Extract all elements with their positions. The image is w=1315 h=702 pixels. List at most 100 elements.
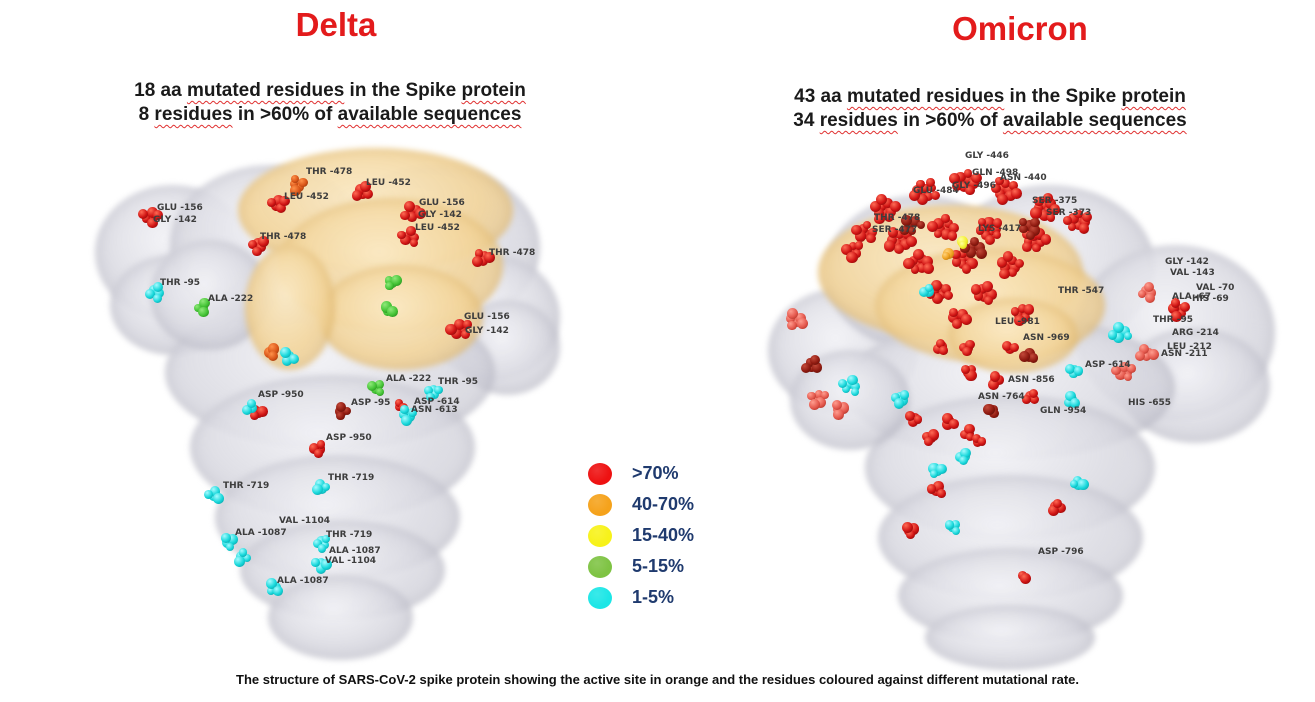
- residue-sphere-red: [1014, 259, 1024, 269]
- residue-sphere-lightred: [1120, 366, 1132, 378]
- residue-sphere-red: [924, 191, 934, 201]
- residue-label: ASP -614: [414, 397, 460, 407]
- residue-sphere-red: [882, 197, 893, 209]
- residue-sphere-red: [1043, 193, 1053, 204]
- residue-sphere-red: [314, 443, 326, 455]
- residue-sphere-red: [1170, 298, 1181, 308]
- subtitle-word-wavy: residues: [154, 104, 233, 125]
- residue-sphere-red: [1046, 213, 1056, 222]
- residue-sphere-lightred: [807, 391, 816, 401]
- residue-label: ASN -613: [411, 405, 458, 415]
- residue-sphere-red: [846, 251, 858, 264]
- residue-sphere-red: [1068, 213, 1079, 224]
- residue-sphere-red: [927, 221, 939, 233]
- residue-sphere-red: [1175, 303, 1184, 313]
- residue-sphere-cyan: [204, 489, 214, 499]
- residue-sphere-red: [1078, 223, 1090, 234]
- residue-sphere-cyan: [423, 386, 434, 396]
- subtitle-word: 43 aa: [794, 86, 847, 107]
- residue-sphere-red: [983, 217, 995, 229]
- residue-sphere-red: [1010, 307, 1020, 316]
- residue-sphere-red: [363, 189, 374, 200]
- residue-sphere-lightred: [1119, 361, 1131, 373]
- residue-label: ASP -614: [1085, 360, 1131, 370]
- residue-sphere-cyan: [1123, 331, 1133, 341]
- residue-sphere-red: [903, 258, 915, 270]
- residue-sphere-cyan: [288, 353, 300, 364]
- residue-sphere-red: [1074, 210, 1083, 219]
- residue-sphere-red: [445, 324, 457, 336]
- residue-sphere-cyan: [152, 281, 163, 292]
- residue-sphere-red: [869, 200, 882, 213]
- residue-sphere-red: [1001, 179, 1010, 188]
- residue-sphere-red: [1044, 198, 1056, 210]
- residue-sphere-cyan: [893, 398, 904, 409]
- residue-sphere-cyan: [847, 374, 858, 386]
- residue-sphere-cyan: [1113, 332, 1125, 344]
- residue-sphere-cyan: [279, 347, 291, 359]
- residue-sphere-red: [1052, 498, 1062, 508]
- subtitle-word-wavy: mutated residues: [186, 80, 345, 101]
- residue-sphere-cyan: [1107, 330, 1118, 340]
- residue-sphere-red: [351, 190, 363, 201]
- residue-sphere-red: [905, 411, 915, 421]
- residue-sphere-red: [971, 172, 982, 184]
- residue-sphere-cyan: [959, 455, 969, 466]
- residue-sphere-red: [999, 263, 1010, 274]
- residue-sphere-red: [990, 223, 1002, 235]
- residue-sphere-green: [199, 297, 210, 309]
- residue-sphere-cyan: [213, 493, 224, 504]
- residue-sphere-darkred: [805, 358, 815, 367]
- residue-sphere-cyan: [312, 538, 322, 549]
- residue-sphere-red: [1018, 303, 1028, 313]
- residue-sphere-red: [1030, 207, 1042, 219]
- legend-label: >70%: [632, 463, 679, 483]
- residue-sphere-darkred: [1030, 217, 1040, 228]
- residue-sphere-darkred: [900, 226, 909, 235]
- residue-sphere-red: [1040, 201, 1050, 211]
- residue-label: LEU -981: [995, 317, 1040, 327]
- residue-sphere-red: [962, 346, 972, 357]
- residue-sphere-red: [960, 429, 970, 440]
- residue-sphere-red: [407, 212, 417, 222]
- legend-color-swatch: [588, 493, 612, 516]
- delta-title: Delta: [295, 6, 377, 43]
- residue-sphere-red: [314, 449, 323, 458]
- subtitle-line: 43 aa mutated residues in the Spike prot…: [740, 85, 1240, 109]
- residue-sphere-red: [902, 521, 914, 534]
- residue-sphere-red: [941, 214, 950, 223]
- residue-sphere-red: [279, 195, 291, 207]
- residue-sphere-red: [471, 255, 483, 267]
- residue-sphere-red: [395, 399, 404, 408]
- residue-sphere-red: [1179, 301, 1191, 313]
- residue-label: GLU -156: [157, 203, 203, 213]
- residue-sphere-red: [146, 206, 158, 218]
- residue-sphere-red: [153, 209, 164, 220]
- residue-label: THR -95: [438, 377, 478, 387]
- residue-sphere-red: [883, 212, 894, 223]
- residue-sphere-red: [907, 523, 920, 535]
- residue-sphere-cyan: [842, 384, 851, 393]
- residue-sphere-red: [910, 265, 920, 274]
- residue-sphere-cyan: [850, 382, 860, 391]
- residue-label: ASN -764: [978, 392, 1025, 402]
- residue-sphere-cyan: [1069, 480, 1079, 489]
- residue-sphere-red: [959, 182, 970, 193]
- subtitle-line: 8 residues in >60% of available sequence…: [80, 103, 580, 127]
- residue-sphere-red: [933, 481, 944, 492]
- residue-sphere-cyan: [243, 553, 252, 562]
- residue-label: THR -478: [260, 232, 307, 242]
- residue-sphere-green: [198, 307, 209, 318]
- residue-label: LEU -452: [284, 192, 329, 202]
- residue-sphere-lightred: [786, 307, 799, 320]
- residue-sphere-cyan: [1119, 326, 1131, 337]
- residue-sphere-red: [400, 234, 411, 246]
- residue-sphere-red: [1055, 502, 1066, 514]
- subtitle-word-wavy: residues: [819, 110, 898, 131]
- residue-sphere-red: [867, 227, 877, 237]
- residue-label: VAL -143: [1170, 268, 1215, 278]
- residue-sphere-darkred: [975, 247, 988, 260]
- residue-sphere-red: [971, 434, 981, 444]
- residue-sphere-red: [939, 346, 948, 355]
- residue-sphere-red: [1034, 196, 1045, 207]
